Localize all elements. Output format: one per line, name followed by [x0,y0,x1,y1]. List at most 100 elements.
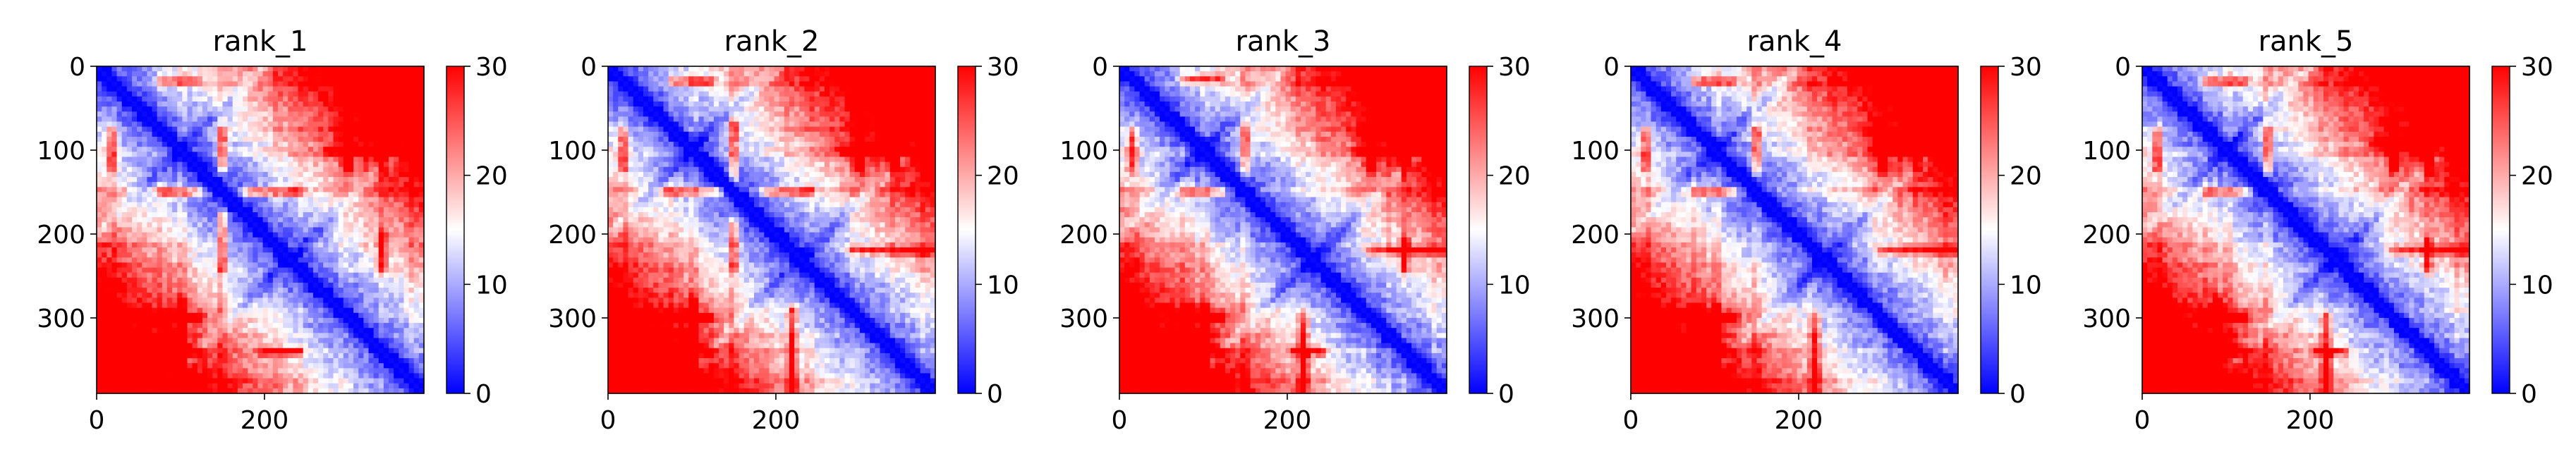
heatmap-cell [298,106,304,112]
heatmap-cell [303,127,309,133]
heatmap-cell [172,167,178,173]
heatmap-cell [222,137,228,142]
heatmap-cell [248,76,253,82]
heatmap-cell [177,111,183,117]
heatmap-cell [238,111,243,117]
heatmap-cell [414,147,420,152]
heatmap-cell [122,97,128,102]
heatmap-cell [147,71,152,77]
heatmap-cell [374,92,379,97]
heatmap-cell [172,157,178,162]
heatmap-cell [243,157,248,162]
heatmap-cell [243,137,248,142]
heatmap-cell [313,177,319,183]
heatmap-cell [318,122,324,128]
heatmap-cell [348,137,354,142]
heatmap-cell [177,127,183,133]
heatmap-cell [127,172,133,178]
heatmap-cell [313,116,319,122]
heatmap-cell [409,122,415,128]
heatmap-cell [278,132,284,137]
heatmap-cell [353,87,359,92]
heatmap-cell [318,172,324,178]
heatmap-cell [177,132,183,137]
heatmap-cell [222,71,228,77]
heatmap-cell [253,76,258,82]
heatmap-cell [238,66,243,72]
heatmap-cell [122,66,128,72]
heatmap-cell [313,97,319,102]
heatmap-cell [339,162,344,168]
heatmap-cell [414,97,420,102]
heatmap-cell [243,122,248,128]
heatmap-cell [353,106,359,112]
heatmap-cell [217,106,223,112]
heatmap-cell [368,76,374,82]
heatmap-cell [293,142,298,147]
heatmap-cell [389,152,394,157]
heatmap-cell [217,172,223,178]
heatmap-cell [288,172,293,178]
heatmap-cell [278,87,284,92]
heatmap-cell [303,76,309,82]
heatmap-cell [399,157,404,162]
heatmap-cell [147,122,152,128]
heatmap-cell [257,147,263,152]
heatmap-cell [363,97,369,102]
heatmap-cell [127,92,133,97]
heatmap-cell [379,152,384,157]
heatmap-cell [368,66,374,72]
heatmap-cell [233,116,238,122]
heatmap-cell [137,66,142,72]
heatmap-cell [389,71,394,77]
heatmap-cell [257,71,263,77]
heatmap-cell [339,116,344,122]
heatmap-cell [328,92,334,97]
heatmap-cell [167,177,173,183]
heatmap-cell [368,162,374,168]
heatmap-cell [212,152,218,157]
heatmap-cell [217,147,223,152]
heatmap-cell [278,116,284,122]
heatmap-cell [344,66,349,72]
heatmap-cell [222,177,228,183]
heatmap-cell [379,102,384,107]
heatmap-cell [414,142,420,147]
heatmap-cell [137,122,142,128]
heatmap-cell [122,137,128,142]
heatmap-cell [207,152,213,157]
heatmap-cell [384,87,389,92]
heatmap-cell [303,122,309,128]
heatmap-cell [384,142,389,147]
heatmap-cell [414,81,420,87]
heatmap-cell [122,71,128,77]
heatmap-cell [353,147,359,152]
heatmap-cell [107,87,112,92]
heatmap-cell [167,87,173,92]
heatmap-cell [147,177,152,183]
heatmap-cell [172,81,178,87]
heatmap-cell [318,152,324,157]
heatmap-cell [238,81,243,87]
heatmap-cell [177,116,183,122]
heatmap-cell [313,111,319,117]
heatmap-cell [167,172,173,178]
heatmap-cell [182,137,188,142]
heatmap-cell [182,87,188,92]
heatmap-cell [374,157,379,162]
heatmap-cell [257,137,263,142]
heatmap-cell [394,106,399,112]
heatmap-cell [353,142,359,147]
heatmap-cell [132,177,138,183]
heatmap-cell [283,167,288,173]
heatmap-cell [212,127,218,133]
heatmap-cell [122,172,128,178]
heatmap-cell [399,177,404,183]
heatmap-cell [182,147,188,152]
heatmap-cell [399,81,404,87]
heatmap-cell [228,172,233,178]
heatmap-cell [403,81,409,87]
heatmap-cell [353,162,359,168]
heatmap-cell [379,132,384,137]
heatmap-cell [97,142,102,147]
